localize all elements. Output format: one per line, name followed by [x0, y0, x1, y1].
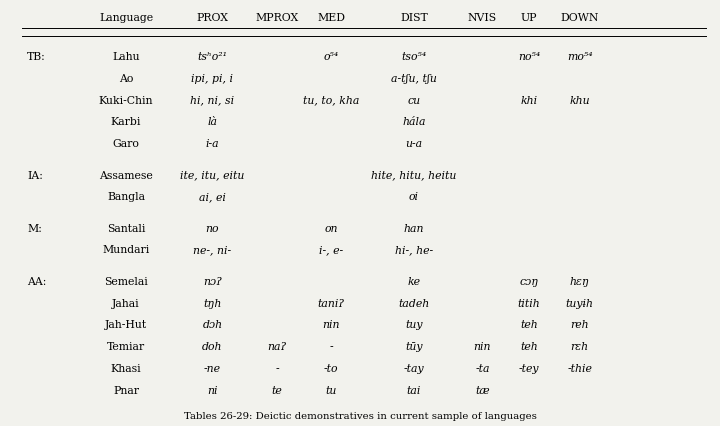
- Text: no: no: [206, 224, 219, 234]
- Text: tūy: tūy: [405, 342, 423, 352]
- Text: Semelai: Semelai: [104, 277, 148, 287]
- Text: tu, to, kha: tu, to, kha: [303, 95, 359, 106]
- Text: là: là: [207, 117, 217, 127]
- Text: ni: ni: [207, 386, 217, 395]
- Text: Ao: Ao: [119, 74, 133, 84]
- Text: -: -: [275, 364, 279, 374]
- Text: DOWN: DOWN: [560, 13, 599, 23]
- Text: nin: nin: [323, 320, 340, 331]
- Text: tsʰo²¹: tsʰo²¹: [197, 52, 228, 62]
- Text: PROX: PROX: [197, 13, 228, 23]
- Text: hi-, he-: hi-, he-: [395, 245, 433, 256]
- Text: -: -: [329, 342, 333, 352]
- Text: Santali: Santali: [107, 224, 145, 234]
- Text: tŋh: tŋh: [203, 299, 222, 309]
- Text: MED: MED: [318, 13, 345, 23]
- Text: tso⁵⁴: tso⁵⁴: [401, 52, 427, 62]
- Text: cu: cu: [408, 95, 420, 106]
- Text: UP: UP: [521, 13, 537, 23]
- Text: tai: tai: [407, 386, 421, 395]
- Text: a-tʃu, tʃu: a-tʃu, tʃu: [391, 74, 437, 84]
- Text: -thie: -thie: [567, 364, 592, 374]
- Text: Garo: Garo: [112, 139, 140, 149]
- Text: tadeh: tadeh: [398, 299, 430, 309]
- Text: Bangla: Bangla: [107, 192, 145, 202]
- Text: TB:: TB:: [27, 52, 46, 62]
- Text: Language: Language: [99, 13, 153, 23]
- Text: i-, e-: i-, e-: [319, 245, 343, 256]
- Text: i-a: i-a: [206, 139, 219, 149]
- Text: Khasi: Khasi: [111, 364, 141, 374]
- Text: cɔŋ: cɔŋ: [520, 277, 539, 287]
- Text: tæ: tæ: [475, 386, 490, 395]
- Text: teh: teh: [521, 320, 538, 331]
- Text: on: on: [325, 224, 338, 234]
- Text: hɛŋ: hɛŋ: [570, 277, 590, 287]
- Text: -ta: -ta: [475, 364, 490, 374]
- Text: no⁵⁴: no⁵⁴: [518, 52, 540, 62]
- Text: Pnar: Pnar: [113, 386, 139, 395]
- Text: Lahu: Lahu: [112, 52, 140, 62]
- Text: mo⁵⁴: mo⁵⁴: [567, 52, 593, 62]
- Text: te: te: [272, 386, 282, 395]
- Text: Karbi: Karbi: [111, 117, 141, 127]
- Text: nin: nin: [474, 342, 491, 352]
- Text: ite, itu, eitu: ite, itu, eitu: [180, 170, 245, 181]
- Text: -tay: -tay: [404, 364, 424, 374]
- Text: IA:: IA:: [27, 170, 43, 181]
- Text: teh: teh: [521, 342, 538, 352]
- Text: nɔʔ: nɔʔ: [203, 277, 222, 287]
- Text: NVIS: NVIS: [468, 13, 497, 23]
- Text: -tey: -tey: [519, 364, 539, 374]
- Text: dɔh: dɔh: [202, 320, 222, 331]
- Text: tuyɨh: tuyɨh: [566, 299, 593, 309]
- Text: titih: titih: [518, 299, 541, 309]
- Text: naʔ: naʔ: [268, 342, 287, 352]
- Text: ai, ei: ai, ei: [199, 192, 226, 202]
- Text: Mundari: Mundari: [102, 245, 150, 256]
- Text: u-a: u-a: [405, 139, 423, 149]
- Text: Kuki-Chin: Kuki-Chin: [99, 95, 153, 106]
- Text: ke: ke: [408, 277, 420, 287]
- Text: DIST: DIST: [400, 13, 428, 23]
- Text: khu: khu: [570, 95, 590, 106]
- Text: MPROX: MPROX: [256, 13, 299, 23]
- Text: Jah-Hut: Jah-Hut: [105, 320, 147, 331]
- Text: Tables 26-29: Deictic demonstratives in current sample of languages: Tables 26-29: Deictic demonstratives in …: [184, 412, 536, 420]
- Text: hi, ni, si: hi, ni, si: [190, 95, 235, 106]
- Text: tu: tu: [325, 386, 337, 395]
- Text: hála: hála: [402, 117, 426, 127]
- Text: Jahai: Jahai: [112, 299, 140, 309]
- Text: rɛh: rɛh: [570, 342, 589, 352]
- Text: ipi, pi, i: ipi, pi, i: [192, 74, 233, 84]
- Text: -ne: -ne: [204, 364, 221, 374]
- Text: ne-, ni-: ne-, ni-: [194, 245, 231, 256]
- Text: reh: reh: [570, 320, 589, 331]
- Text: M:: M:: [27, 224, 42, 234]
- Text: o⁵⁴: o⁵⁴: [323, 52, 339, 62]
- Text: AA:: AA:: [27, 277, 47, 287]
- Text: tuy: tuy: [405, 320, 423, 331]
- Text: taniʔ: taniʔ: [318, 299, 345, 309]
- Text: doh: doh: [202, 342, 222, 352]
- Text: -to: -to: [324, 364, 338, 374]
- Text: khi: khi: [521, 95, 538, 106]
- Text: han: han: [404, 224, 424, 234]
- Text: hite, hitu, heitu: hite, hitu, heitu: [372, 170, 456, 181]
- Text: Temiar: Temiar: [107, 342, 145, 352]
- Text: Assamese: Assamese: [99, 170, 153, 181]
- Text: oi: oi: [409, 192, 419, 202]
